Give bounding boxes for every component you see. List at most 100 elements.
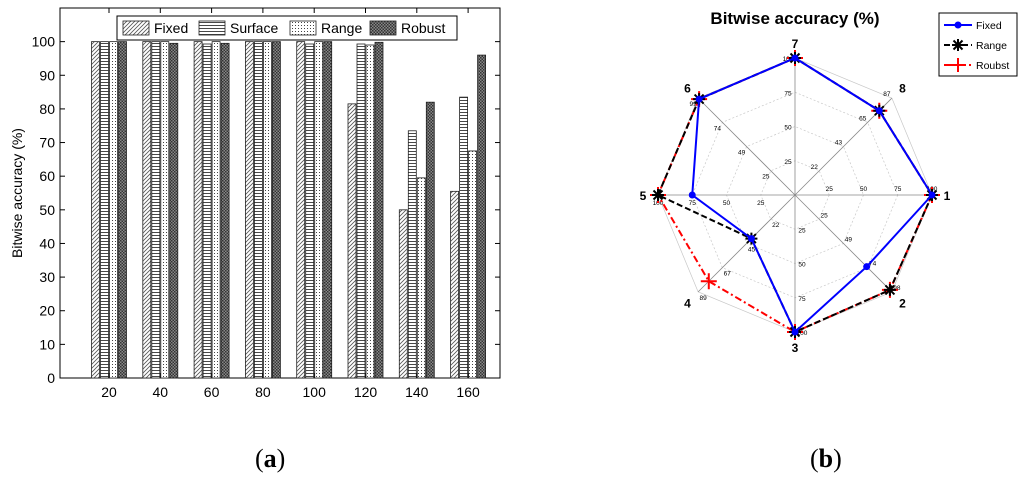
- bar-range-140: [416, 177, 426, 379]
- bar-chart: 0 10 20 30 40 50 60 70 80 90 100 Bitwise accuracy (…: [9, 7, 501, 400]
- radar-tick-label: 25: [784, 159, 792, 166]
- radar-marker-fixed-5: [688, 191, 696, 199]
- radar-legend-marker: [954, 21, 962, 29]
- legend-label-fixed: Fixed: [154, 20, 188, 36]
- bar-range-60: [211, 41, 221, 379]
- legend-swatch-fixed: [122, 20, 150, 36]
- radar-tick-label: 25: [826, 186, 834, 193]
- y-tick-label: 60: [39, 168, 55, 184]
- radar-axis-label-8: 8: [899, 82, 906, 96]
- radar-marker-fixed-4: [747, 235, 755, 243]
- bar-surface-40: [151, 41, 161, 379]
- radar-tick-label: 65: [859, 115, 867, 122]
- radar-grid-ring: [691, 91, 899, 299]
- radar-spoke: [794, 194, 893, 293]
- radar-tick-label: 74: [869, 261, 877, 268]
- radar-marker-range-2: [883, 283, 896, 296]
- radar-axis-label-5: 5: [640, 189, 647, 203]
- radar-tick-label: 50: [784, 125, 792, 132]
- figure-canvas: 0 10 20 30 40 50 60 70 80 90 100 Bitwise accuracy (…: [9, 7, 1018, 400]
- radar-spoke: [697, 97, 796, 196]
- radar-tick-label: 75: [784, 90, 792, 97]
- radar-marker-fixed-1: [928, 191, 936, 199]
- radar-tick-label: 99: [690, 101, 698, 108]
- bar-surface-120: [356, 43, 366, 379]
- radar-chart: Bitwise accuracy (%)11007550252987449253…: [640, 9, 1018, 355]
- bar-surface-20: [100, 41, 109, 379]
- bar-range-120: [365, 44, 375, 379]
- caption-a-letter: a: [263, 444, 277, 473]
- radar-tick-label: 25: [757, 200, 765, 207]
- y-tick-label: 90: [39, 67, 55, 83]
- radar-legend-label-roubst: Roubst: [976, 60, 1009, 72]
- radar-tick-label: 22: [811, 164, 819, 171]
- bar-surface-100: [305, 43, 315, 379]
- radar-axis-label-6: 6: [684, 82, 691, 96]
- radar-tick-label: 43: [835, 140, 843, 147]
- caption-b-letter: b: [818, 444, 834, 473]
- radar-marker-range-5: [652, 189, 664, 201]
- bar-range-100: [314, 41, 324, 379]
- y-tick-label: 40: [39, 235, 55, 251]
- radar-tick-label: 100: [653, 200, 664, 207]
- radar-marker-fixed-7: [791, 54, 799, 62]
- radar-title: Bitwise accuracy (%): [710, 9, 879, 28]
- bar-surface-160: [459, 96, 469, 379]
- legend-swatch-robust: [369, 20, 397, 36]
- bar-legend-box: [116, 15, 458, 41]
- radar-tick-label: 49: [845, 236, 853, 243]
- radar-axis-label-2: 2: [899, 296, 906, 310]
- y-tick-label: 70: [39, 135, 55, 151]
- x-tick-label: 20: [101, 384, 117, 400]
- radar-tick-label: 100: [797, 330, 808, 337]
- x-tick-label: 100: [303, 384, 327, 400]
- radar-tick-label: 50: [798, 262, 806, 269]
- bar-fixed-60: [193, 41, 203, 379]
- bar-robust-40: [169, 42, 179, 379]
- bar-robust-140: [425, 101, 435, 379]
- radar-marker-fixed-6: [695, 95, 703, 103]
- radar-tick-label: 50: [723, 200, 731, 207]
- radar-axis-label-1: 1: [944, 189, 951, 203]
- bar-surface-140: [407, 130, 417, 379]
- x-tick-label: 160: [456, 384, 480, 400]
- bar-fixed-80: [244, 41, 254, 379]
- legend-label-surface: Surface: [230, 20, 278, 36]
- radar-tick-label: 74: [714, 125, 722, 132]
- radar-tick-label: 75: [689, 200, 697, 207]
- legend-swatch-range: [289, 20, 317, 36]
- bar-fixed-40: [142, 41, 152, 379]
- caption-a: (a): [255, 444, 286, 473]
- y-axis-label: Bitwise accuracy (%): [9, 128, 25, 258]
- radar-marker-fixed-2: [863, 263, 871, 271]
- x-tick-label: 60: [204, 384, 220, 400]
- radar-tick-label: 25: [798, 227, 806, 234]
- bar-robust-20: [118, 41, 127, 379]
- y-tick-label: 10: [39, 336, 55, 352]
- radar-tick-label: 98: [893, 285, 901, 292]
- bar-legend: Fixed Surface Range Robust: [116, 15, 458, 41]
- bar-fixed-140: [398, 209, 408, 379]
- radar-axis-label-3: 3: [792, 341, 799, 355]
- radar-marker-fixed-8: [875, 107, 883, 115]
- y-tick-label: 80: [39, 101, 55, 117]
- y-tick-label: 50: [39, 202, 55, 218]
- y-tick-label: 100: [32, 34, 56, 50]
- x-tick-label: 140: [405, 384, 429, 400]
- bar-range-80: [262, 41, 272, 379]
- bar-fixed-160: [450, 190, 460, 379]
- radar-axis-label-7: 7: [792, 37, 799, 51]
- radar-marker-roubst-4: [700, 273, 717, 290]
- radar-legend-label-fixed: Fixed: [976, 20, 1002, 32]
- legend-label-range: Range: [321, 20, 362, 36]
- x-tick-label: 80: [255, 384, 271, 400]
- radar-legend-label-range: Range: [976, 40, 1007, 52]
- x-tick-label: 120: [354, 384, 378, 400]
- x-tick-label: 40: [153, 384, 169, 400]
- bar-robust-100: [323, 41, 333, 379]
- bar-robust-160: [477, 54, 487, 379]
- radar-spoke: [697, 194, 796, 293]
- bar-fixed-120: [347, 103, 357, 379]
- legend-swatch-surface: [198, 20, 226, 36]
- bar-range-160: [468, 150, 478, 379]
